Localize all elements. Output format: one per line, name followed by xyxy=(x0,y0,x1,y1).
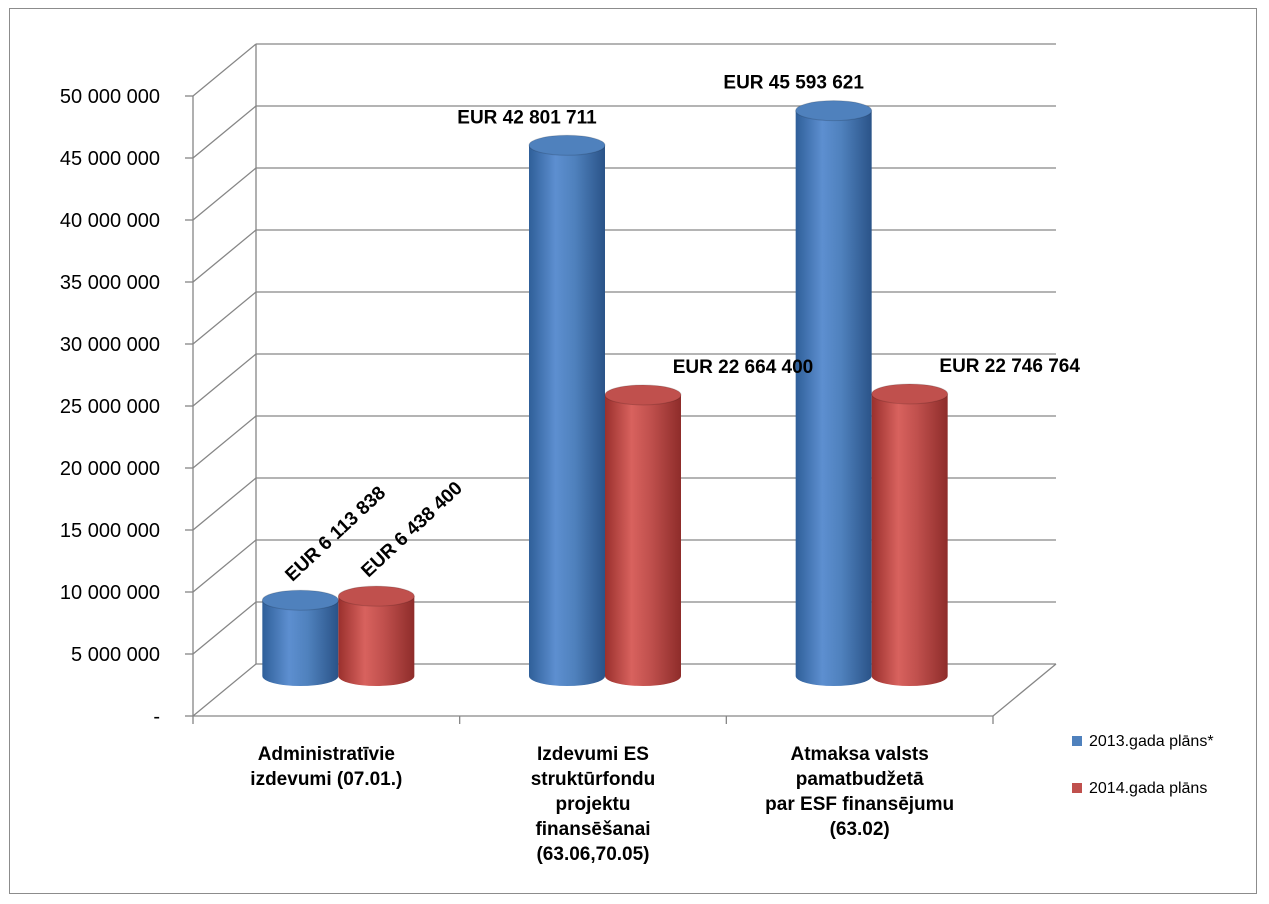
bar-top xyxy=(261,589,339,611)
ytick-label: 35 000 000 xyxy=(60,272,160,294)
bar-1-1 xyxy=(604,384,682,686)
bar-1-0 xyxy=(337,585,415,686)
gridline-diagonal xyxy=(192,539,257,593)
ytick-label: - xyxy=(153,706,160,728)
gridline-diagonal xyxy=(192,105,257,159)
data-label: EUR 42 801 711 xyxy=(457,107,597,128)
ytick-label: 15 000 000 xyxy=(60,520,160,542)
legend-swatch-2013 xyxy=(1072,736,1082,746)
ytick-label: 10 000 000 xyxy=(60,582,160,604)
gridline-diagonal xyxy=(192,291,257,345)
bar-body xyxy=(871,393,948,686)
legend-label-2014: 2014.gada plāns xyxy=(1089,780,1207,797)
category-label: izdevumi (07.01.) xyxy=(250,769,402,790)
bar-body xyxy=(795,110,872,686)
ytick-label: 25 000 000 xyxy=(60,396,160,418)
bar-1-2 xyxy=(871,383,949,686)
bar-0-0 xyxy=(261,589,339,686)
category-label: (63.06,70.05) xyxy=(536,844,649,865)
gridline-diagonal xyxy=(192,229,257,283)
bar-top xyxy=(604,384,682,406)
bar-body xyxy=(338,596,415,686)
category-label: projektu xyxy=(556,794,631,815)
ytick-label: 30 000 000 xyxy=(60,334,160,356)
legend: 2013.gada plāns* 2014.gada plāns xyxy=(1072,733,1214,797)
gridline-diagonal xyxy=(192,43,257,97)
ytick-label: 40 000 000 xyxy=(60,210,160,232)
category-label: pamatbudžetā xyxy=(796,769,924,790)
gridline-diagonal xyxy=(192,415,257,469)
data-label: EUR 22 664 400 xyxy=(673,357,814,378)
ytick-label: 5 000 000 xyxy=(71,644,160,666)
data-label: EUR 45 593 621 xyxy=(723,73,864,94)
category-label: par ESF finansējumu xyxy=(765,794,954,815)
ytick-label: 20 000 000 xyxy=(60,458,160,480)
bar-body xyxy=(262,600,339,686)
axes: - 5 000 000 10 000 000 15 000 000 20 000 000… xyxy=(60,86,1057,728)
category-label: finansēšanai xyxy=(535,819,650,840)
category-label: Administratīvie xyxy=(258,744,395,765)
bars xyxy=(261,100,949,686)
category-label: (63.02) xyxy=(830,819,890,840)
bar-body xyxy=(529,145,605,686)
category-label: Atmaksa valsts xyxy=(790,744,928,765)
bar-top xyxy=(528,134,606,156)
gridline-diagonal xyxy=(192,477,257,531)
ytick-label: 50 000 000 xyxy=(60,86,160,108)
gridline-diagonal xyxy=(192,601,257,655)
bar-body xyxy=(605,394,681,686)
gridline-diagonal xyxy=(192,663,257,717)
bar-top xyxy=(337,585,415,607)
data-label: EUR 22 746 764 xyxy=(939,356,1080,377)
gridline-diagonal xyxy=(192,353,257,407)
legend-label-2013: 2013.gada plāns* xyxy=(1089,733,1214,750)
ytick-label: 45 000 000 xyxy=(60,148,160,170)
category-label: struktūrfondu xyxy=(531,769,656,790)
floor-right-edge xyxy=(992,663,1057,717)
category-labels: Administratīvie izdevumi (07.01.) Izdevumi… xyxy=(250,744,954,865)
bar-top xyxy=(871,383,949,405)
bar-0-1 xyxy=(528,134,606,686)
bar-top xyxy=(795,100,873,122)
gridline-diagonal xyxy=(192,167,257,221)
bar-0-2 xyxy=(795,100,873,686)
legend-swatch-2014 xyxy=(1072,783,1082,793)
category-label: Izdevumi ES xyxy=(537,744,649,765)
